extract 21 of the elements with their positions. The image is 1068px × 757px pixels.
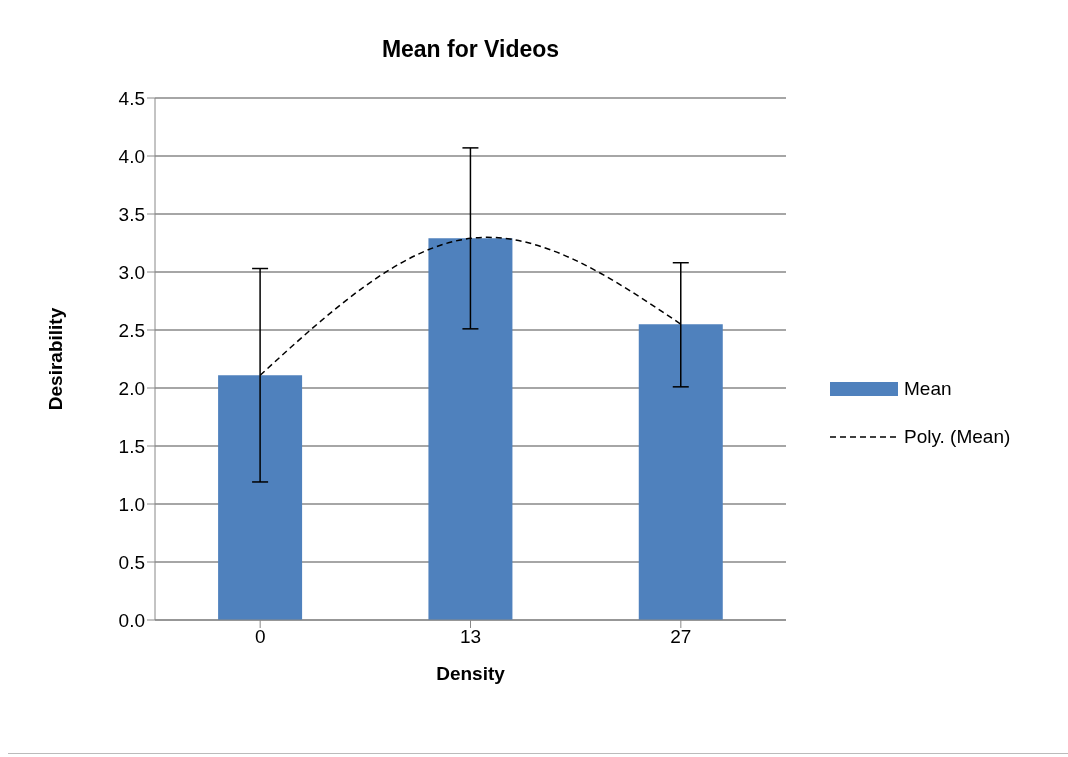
y-axis-title: Desirability	[44, 307, 66, 411]
y-tick-label: 4.0	[118, 145, 145, 167]
y-tick-label: 3.5	[118, 203, 145, 225]
x-tick-label: 13	[459, 626, 482, 648]
legend-label: Poly. (Mean)	[904, 426, 1011, 448]
bar	[638, 324, 723, 620]
bar	[428, 238, 513, 620]
y-tick-label: 3.0	[118, 261, 145, 283]
x-axis-title: Density	[436, 663, 506, 684]
legend-label: Mean	[904, 378, 952, 400]
x-tick-label: 27	[670, 626, 692, 648]
bar	[218, 375, 303, 620]
chart-title: Mean for Videos	[380, 36, 561, 63]
y-tick-label: 2.5	[118, 319, 145, 341]
y-tick-label: 2.0	[118, 377, 145, 399]
y-tick-label: 1.0	[118, 493, 145, 515]
y-tick-label: 1.5	[118, 435, 145, 457]
y-tick-label: 0.0	[118, 609, 145, 631]
x-tick-label: 0	[254, 626, 266, 648]
y-tick-label: 0.5	[118, 551, 145, 573]
y-tick-label: 4.5	[118, 87, 145, 109]
